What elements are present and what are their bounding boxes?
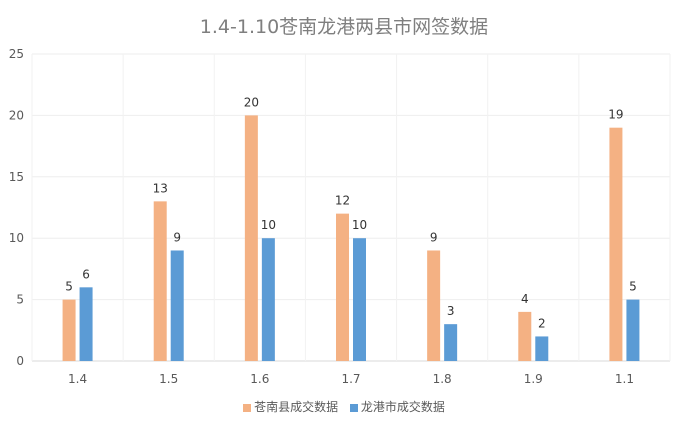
data-label-s0-5: 4 bbox=[521, 292, 529, 306]
bar-s0-2 bbox=[244, 115, 258, 362]
bar-s0-1 bbox=[153, 201, 167, 361]
bar-s1-2 bbox=[261, 238, 275, 361]
legend-item-longgang: 龙港市成交数据 bbox=[349, 398, 445, 415]
y-tick-label-3: 15 bbox=[9, 170, 24, 184]
bar-s0-3 bbox=[336, 213, 349, 361]
bar-s1-1 bbox=[170, 250, 184, 361]
x-tick-label-6: 1.1 bbox=[615, 372, 634, 386]
x-tick-label-2: 1.6 bbox=[250, 372, 269, 386]
data-label-s1-6: 5 bbox=[629, 280, 637, 294]
bar-s0-6 bbox=[609, 127, 623, 362]
bar-s0-4 bbox=[427, 250, 441, 361]
data-label-s0-4: 9 bbox=[430, 230, 438, 244]
chart-title: 1.4-1.10苍南龙港两县市网签数据 bbox=[199, 16, 489, 38]
data-label-s1-5: 2 bbox=[538, 316, 546, 330]
bar-s1-5 bbox=[535, 336, 549, 361]
x-tick-label-1: 1.5 bbox=[159, 372, 178, 386]
y-tick-label-0: 0 bbox=[16, 354, 24, 368]
legend-swatch-cangnan bbox=[243, 403, 252, 412]
data-label-s0-3: 12 bbox=[335, 194, 350, 208]
data-label-s0-6: 19 bbox=[608, 108, 623, 122]
bar-s1-0 bbox=[79, 287, 93, 361]
legend-swatch-longgang bbox=[349, 403, 358, 412]
bar-s0-5 bbox=[518, 311, 532, 361]
legend: 苍南县成交数据 龙港市成交数据 bbox=[0, 398, 688, 415]
x-tick-label-5: 1.9 bbox=[524, 372, 543, 386]
legend-label-longgang: 龙港市成交数据 bbox=[360, 400, 445, 414]
data-label-s0-2: 20 bbox=[244, 95, 259, 109]
data-label-s1-0: 6 bbox=[82, 267, 90, 281]
data-label-s0-0: 5 bbox=[65, 280, 73, 294]
bar-s1-4 bbox=[444, 324, 458, 361]
bar-s1-3 bbox=[353, 238, 366, 361]
y-tick-label-4: 20 bbox=[9, 108, 24, 122]
data-label-s1-2: 10 bbox=[261, 218, 276, 232]
y-tick-label-5: 25 bbox=[9, 47, 24, 61]
x-tick-label-0: 1.4 bbox=[68, 372, 87, 386]
bar-s0-0 bbox=[62, 299, 76, 361]
data-label-s1-3: 10 bbox=[352, 218, 367, 232]
legend-label-cangnan: 苍南县成交数据 bbox=[254, 400, 339, 414]
data-label-s1-1: 9 bbox=[173, 230, 181, 244]
y-tick-label-2: 10 bbox=[9, 231, 24, 245]
data-label-s0-1: 13 bbox=[153, 181, 168, 195]
x-tick-label-3: 1.7 bbox=[341, 372, 360, 386]
legend-item-cangnan: 苍南县成交数据 bbox=[243, 398, 338, 415]
y-tick-label-1: 5 bbox=[16, 293, 24, 307]
x-tick-label-4: 1.8 bbox=[433, 372, 452, 386]
bar-s1-6 bbox=[626, 299, 640, 361]
data-label-s1-4: 3 bbox=[447, 304, 455, 318]
